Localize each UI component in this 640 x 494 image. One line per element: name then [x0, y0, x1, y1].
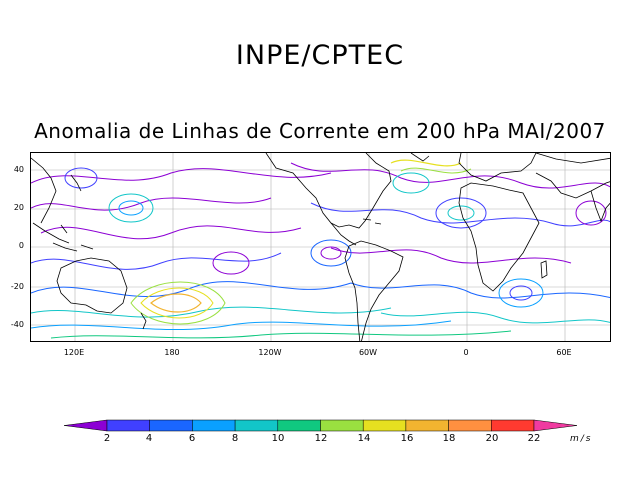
lon-label-180: 180 [164, 348, 180, 357]
streamline-map [30, 152, 611, 342]
streamline-map-svg [31, 153, 610, 341]
colorbar-tick-12: 12 [314, 433, 328, 444]
colorbar-segment [63, 419, 108, 432]
lat-label-minus40: -40 [10, 320, 24, 329]
lat-label-20: 20 [13, 203, 24, 212]
colorbar-segment [277, 419, 321, 432]
colorbar-tick-22: 22 [527, 433, 541, 444]
map-title: Anomalia de Linhas de Corrente em 200 hP… [34, 119, 606, 143]
colorbar-tick-16: 16 [400, 433, 414, 444]
colorbar-segment [491, 419, 535, 432]
colorbar-segment [320, 419, 364, 432]
colorbar-unit: m/s [570, 434, 593, 444]
colorbar-segment [448, 419, 492, 432]
colorbar-segment [149, 419, 193, 432]
colorbar-tick-20: 20 [485, 433, 499, 444]
lon-label-60e: 60E [556, 348, 572, 357]
colorbar-segment [106, 419, 150, 432]
colorbar-segment [362, 419, 407, 432]
colorbar-segment [405, 419, 449, 432]
coastlines [31, 153, 610, 341]
header-title: INPE/CPTEC [235, 40, 405, 71]
colorbar-tick-8: 8 [231, 433, 239, 444]
colorbar-tick-6: 6 [188, 433, 196, 444]
colorbar-tick-18: 18 [442, 433, 456, 444]
lat-label-0: 0 [18, 241, 24, 250]
lon-label-120w: 120W [258, 348, 282, 357]
lon-label-120e: 120E [63, 348, 85, 357]
lon-label-0: 0 [463, 348, 469, 357]
colorbar-tick-2: 2 [103, 433, 111, 444]
lat-label-minus20: -20 [10, 282, 24, 291]
colorbar-tick-4: 4 [145, 433, 153, 444]
colorbar-segment [192, 419, 236, 432]
lon-label-60w: 60W [358, 348, 378, 357]
colorbar-segment [533, 419, 578, 432]
colorbar-tick-10: 10 [271, 433, 285, 444]
colorbar-segment [234, 419, 279, 432]
lat-label-40: 40 [13, 165, 24, 174]
streamlines [31, 159, 610, 339]
colorbar-tick-14: 14 [357, 433, 371, 444]
